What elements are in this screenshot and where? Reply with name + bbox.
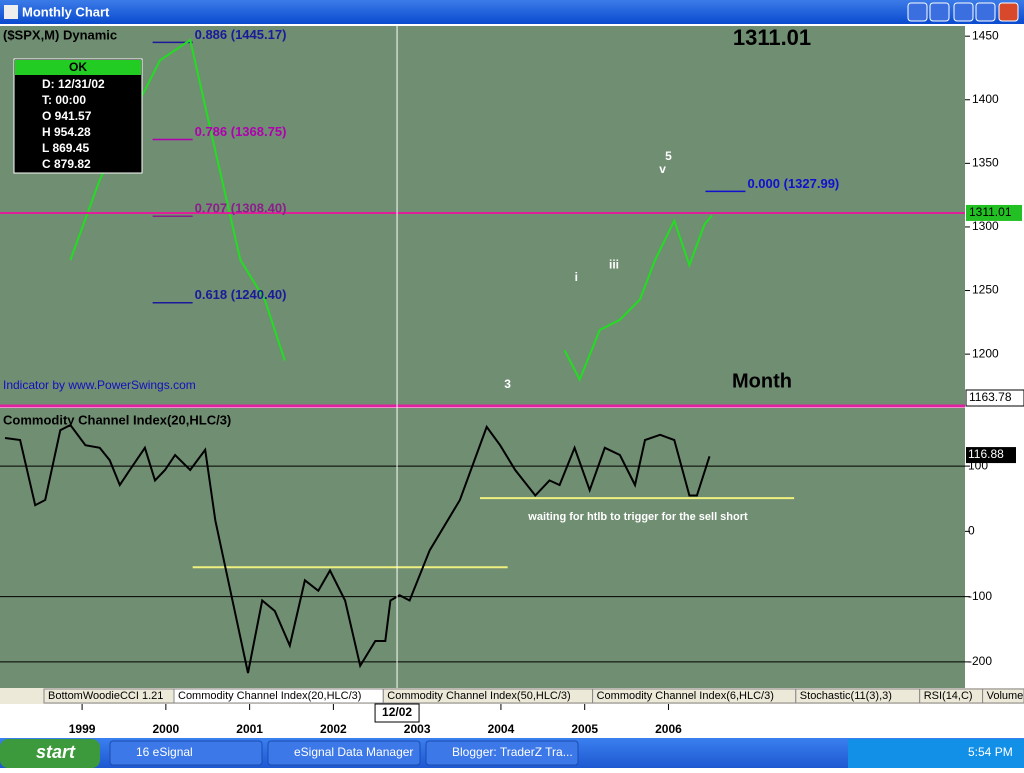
restore-button[interactable] (929, 2, 950, 22)
y-tick-label: -100 (968, 589, 992, 603)
last-cci: 116.88 (968, 447, 1004, 461)
x-tick-label: 2004 (488, 722, 515, 736)
fib-label: 0.618 (1240.40) (195, 287, 287, 302)
tab-label[interactable]: Stochastic(11(3),3) (800, 690, 892, 702)
tab-label[interactable]: Volume (987, 690, 1024, 702)
y-tick-label: 1400 (972, 92, 999, 106)
cci-title: Commodity Channel Index(20,HLC/3) (3, 412, 231, 427)
last-price: 1311.01 (733, 25, 811, 50)
tab-label[interactable]: BottomWoodieCCI 1.21 (48, 690, 163, 702)
last-price-box-label: 1311.01 (969, 205, 1012, 219)
y-tick-label: -200 (968, 654, 992, 668)
info-status: OK (69, 60, 87, 74)
bottom-value: 1163.78 (969, 390, 1012, 404)
info-line: H 954.28 (42, 125, 91, 139)
wave-label: 5 (665, 149, 672, 163)
x-tick-label: 2002 (320, 722, 347, 736)
y-tick-label: 1200 (972, 346, 999, 360)
minimize-button[interactable] (953, 2, 974, 22)
info-line: C 879.82 (42, 157, 91, 171)
taskbar-item-label[interactable]: eSignal Data Manager (294, 745, 413, 759)
y-tick-label: 1250 (972, 283, 999, 297)
window-title: Monthly Chart (22, 4, 110, 19)
info-line: O 941.57 (42, 109, 92, 123)
info-status-bg (15, 60, 141, 75)
cci-panel (0, 408, 965, 688)
wave-label: iii (609, 257, 619, 271)
cursor-label: 12/02 (382, 705, 412, 719)
data-line (4, 423, 711, 674)
period-label: Month (732, 370, 792, 392)
cci-plot (4, 423, 795, 674)
bottom-value-box (965, 389, 1024, 407)
fib-label: 0.886 (1445.17) (195, 27, 287, 42)
x-tick-label: 2001 (236, 722, 263, 736)
close-button[interactable] (998, 2, 1019, 22)
fib-label: 0.786 (1368.75) (195, 124, 287, 139)
watermark: Indicator by www.PowerSwings.com (3, 378, 196, 392)
tab-label[interactable]: Commodity Channel Index(20,HLC/3) (178, 690, 361, 702)
annotation: waiting for htlb to trigger for the sell… (527, 511, 748, 523)
taskbar-item-label[interactable]: 16 eSignal (136, 745, 193, 759)
info-box (13, 58, 143, 174)
taskbar-item[interactable] (267, 740, 421, 766)
y-tick-label: 1350 (972, 156, 999, 170)
tray (848, 739, 1024, 768)
y-tick-label: 1300 (972, 219, 999, 233)
wave-label: 3 (504, 377, 511, 391)
last-cci-box (966, 447, 1016, 464)
info-line: L 869.45 (42, 141, 89, 155)
last-price-box (966, 204, 1022, 221)
x-tick-label: 1999 (69, 722, 96, 736)
maximize-button[interactable] (975, 2, 996, 22)
start-label[interactable]: start (36, 742, 76, 762)
taskbar-item-label[interactable]: Blogger: TraderZ Tra... (452, 745, 573, 759)
y-tick-label: 1450 (972, 28, 999, 42)
x-tick-label: 2003 (404, 722, 431, 736)
x-tick-label: 2000 (153, 722, 180, 736)
tab-label[interactable]: RSI(14,C) (924, 690, 973, 702)
symbol-label: ($SPX,M) Dynamic (3, 27, 117, 42)
window-icon (4, 5, 18, 19)
title-bar (0, 0, 1024, 24)
tab-label[interactable]: Commodity Channel Index(6,HLC/3) (597, 690, 774, 702)
taskbar-item[interactable] (109, 740, 263, 766)
help-button[interactable] (907, 2, 928, 22)
wave-label: v (659, 162, 666, 176)
x-tick-label: 2005 (571, 722, 598, 736)
info-line: D: 12/31/02 (42, 77, 105, 91)
y-tick-label: 0 (968, 524, 975, 538)
clock: 5:54 PM (968, 745, 1013, 759)
info-line: T: 00:00 (42, 93, 86, 107)
taskbar-item[interactable] (425, 740, 579, 766)
wave-label: i (575, 270, 578, 284)
price-panel (0, 26, 965, 405)
tab-label[interactable]: Commodity Channel Index(50,HLC/3) (387, 690, 570, 702)
cursor-box (374, 703, 420, 723)
fib-label: 0.000 (1327.99) (747, 176, 839, 191)
start-button[interactable] (0, 739, 100, 768)
fib-label: 0.707 (1308.40) (195, 201, 287, 216)
x-axis-area (0, 704, 1024, 738)
x-tick-label: 2006 (655, 722, 682, 736)
